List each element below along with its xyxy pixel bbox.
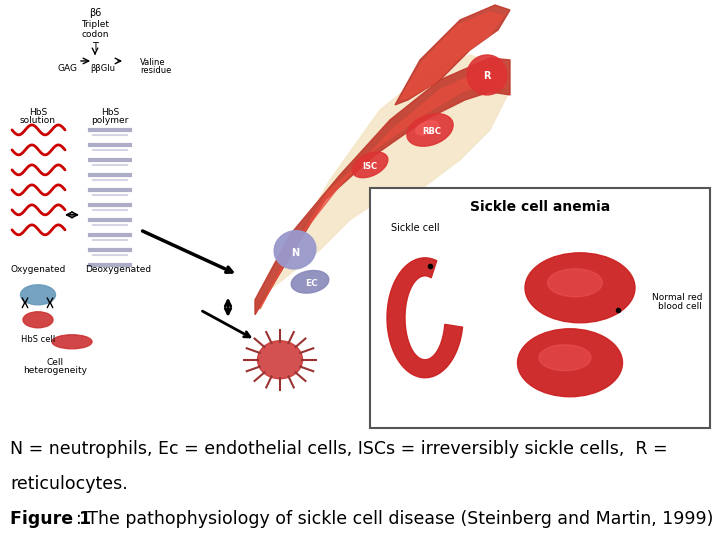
Text: reticulocytes.: reticulocytes. — [10, 475, 128, 493]
Ellipse shape — [258, 341, 302, 379]
Text: HbS cell: HbS cell — [21, 335, 55, 344]
Text: polymer: polymer — [91, 116, 129, 125]
Text: Normal red: Normal red — [652, 293, 702, 302]
Ellipse shape — [352, 152, 388, 178]
Ellipse shape — [52, 335, 92, 349]
Ellipse shape — [518, 329, 623, 397]
Text: HbS: HbS — [101, 108, 119, 117]
Polygon shape — [387, 258, 462, 378]
Ellipse shape — [291, 271, 329, 293]
Polygon shape — [260, 68, 505, 309]
Text: blood cell: blood cell — [658, 302, 702, 311]
Polygon shape — [255, 55, 510, 310]
Text: EC: EC — [305, 279, 318, 288]
Polygon shape — [400, 12, 503, 100]
Text: ββGlu: ββGlu — [91, 64, 115, 73]
Text: residue: residue — [140, 66, 171, 75]
Text: : The pathophysiology of sickle cell disease (Steinberg and Martin, 1999): : The pathophysiology of sickle cell dis… — [76, 510, 714, 528]
Text: RBC: RBC — [423, 127, 441, 137]
Text: N: N — [291, 248, 299, 258]
Text: GAG: GAG — [58, 64, 78, 73]
Text: HbS: HbS — [29, 108, 47, 117]
Polygon shape — [395, 5, 510, 105]
Text: Deoxygenated: Deoxygenated — [85, 265, 151, 274]
Text: Cell: Cell — [46, 358, 63, 367]
Text: T: T — [92, 42, 98, 52]
Ellipse shape — [20, 285, 55, 305]
Ellipse shape — [274, 231, 316, 269]
Text: R: R — [483, 71, 491, 81]
Text: Figure 1: Figure 1 — [10, 510, 91, 528]
Text: heterogeneity: heterogeneity — [23, 366, 87, 375]
Text: Sickle cell anemia: Sickle cell anemia — [470, 200, 610, 214]
Text: Oxygenated: Oxygenated — [10, 265, 66, 274]
Text: N = neutrophils, Ec = endothelial cells, ISCs = irreversibly sickle cells,  R =: N = neutrophils, Ec = endothelial cells,… — [10, 440, 667, 458]
Text: ISC: ISC — [362, 163, 377, 171]
Text: β6: β6 — [89, 8, 102, 18]
Bar — [370, 188, 710, 428]
Text: Triplet: Triplet — [81, 20, 109, 29]
Circle shape — [467, 55, 507, 95]
Ellipse shape — [525, 253, 635, 323]
Ellipse shape — [415, 121, 438, 135]
Text: codon: codon — [81, 30, 109, 39]
Text: solution: solution — [20, 116, 56, 125]
Text: Valine: Valine — [140, 58, 166, 67]
Ellipse shape — [407, 113, 453, 146]
Polygon shape — [255, 58, 510, 315]
Ellipse shape — [547, 269, 603, 297]
Ellipse shape — [23, 312, 53, 328]
Ellipse shape — [539, 345, 591, 371]
Text: Sickle cell: Sickle cell — [391, 223, 439, 233]
